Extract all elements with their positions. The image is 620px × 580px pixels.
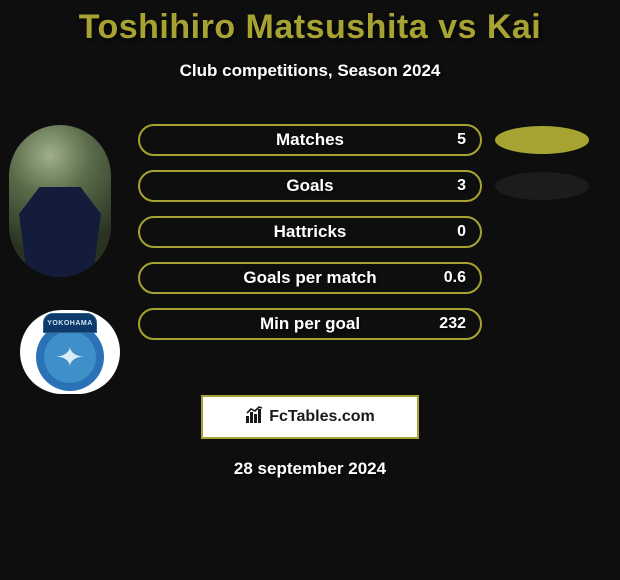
stat-right-ellipse-col: [482, 169, 602, 203]
chart-icon: [245, 406, 265, 429]
date-text: 28 september 2024: [0, 459, 620, 479]
stat-right-ellipse-col: [482, 261, 602, 295]
stat-label: Goals per match: [243, 268, 376, 288]
stat-pill: Matches 5: [138, 124, 482, 156]
stat-left-spacer: [0, 215, 120, 249]
stat-pill: Goals 3: [138, 170, 482, 202]
stat-pill: Hattricks 0: [138, 216, 482, 248]
stats-rows: Matches 5 Goals 3 Hattricks 0 Goals per match 0…: [0, 123, 620, 341]
stat-right-ellipse-col: [482, 215, 602, 249]
comparison-ellipse: [495, 126, 589, 154]
stat-left-spacer: [0, 169, 120, 203]
stat-label: Goals: [286, 176, 333, 196]
stat-row: Goals 3: [0, 169, 620, 203]
stat-value: 5: [457, 131, 466, 149]
stat-row: Goals per match 0.6: [0, 261, 620, 295]
subtitle: Club competitions, Season 2024: [0, 61, 620, 81]
stat-value: 0: [457, 223, 466, 241]
stat-value: 232: [439, 315, 466, 333]
stat-label: Hattricks: [274, 222, 347, 242]
stat-left-spacer: [0, 123, 120, 157]
content-root: Toshihiro Matsushita vs Kai Club competi…: [0, 0, 620, 580]
stat-pill: Min per goal 232: [138, 308, 482, 340]
attribution-box: FcTables.com: [201, 395, 419, 439]
stat-pill: Goals per match 0.6: [138, 262, 482, 294]
stat-value: 0.6: [444, 269, 466, 287]
stat-row: Matches 5: [0, 123, 620, 157]
stat-value: 3: [457, 177, 466, 195]
page-title: Toshihiro Matsushita vs Kai: [0, 0, 620, 47]
stat-label: Matches: [276, 130, 344, 150]
stat-right-ellipse-col: [482, 307, 602, 341]
stat-left-spacer: [0, 261, 120, 295]
stat-label: Min per goal: [260, 314, 360, 334]
stat-row: Hattricks 0: [0, 215, 620, 249]
stat-right-ellipse-col: [482, 123, 602, 157]
stat-left-spacer: [0, 307, 120, 341]
attribution-text: FcTables.com: [269, 408, 375, 426]
comparison-ellipse: [495, 172, 589, 200]
stat-row: Min per goal 232: [0, 307, 620, 341]
